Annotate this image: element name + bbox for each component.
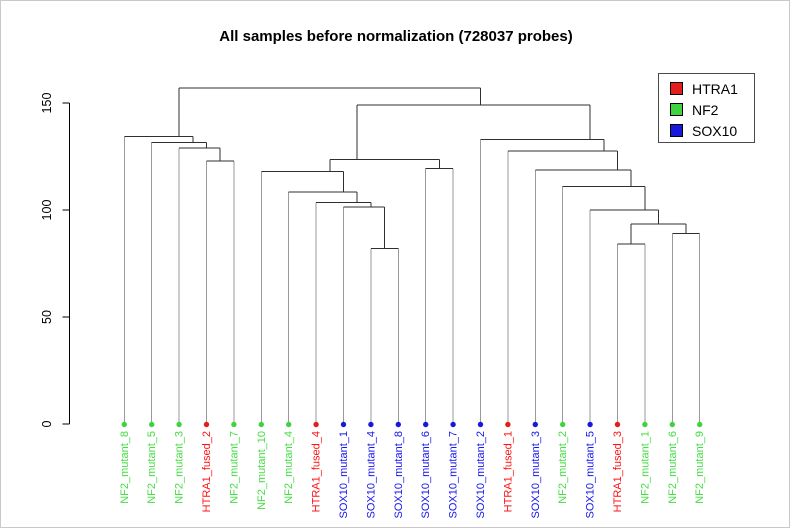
y-axis-tick-label: 100 bbox=[40, 200, 54, 221]
y-axis-tick-label: 50 bbox=[40, 310, 54, 324]
leaf-dot bbox=[614, 421, 621, 428]
legend-swatch-nf2 bbox=[670, 103, 683, 116]
leaf-dot bbox=[231, 421, 237, 428]
legend-item-sox10: SOX10 bbox=[659, 120, 754, 141]
legend-item-htra1: HTRA1 bbox=[659, 78, 754, 99]
leaf-label: NF2_mutant_8 bbox=[119, 431, 131, 504]
leaf-dot bbox=[450, 421, 456, 428]
leaf-label: SOX10_mutant_8 bbox=[393, 431, 405, 518]
leaf-dot bbox=[286, 421, 292, 428]
leaf-dot bbox=[395, 421, 401, 428]
leaf-dot bbox=[176, 421, 182, 428]
leaf-label: SOX10_mutant_3 bbox=[530, 431, 542, 518]
leaf-label: SOX10_mutant_7 bbox=[448, 431, 460, 518]
legend-item-nf2: NF2 bbox=[659, 99, 754, 120]
leaf-dot bbox=[697, 421, 703, 428]
page-title: All samples before normalization (728037… bbox=[219, 28, 573, 45]
leaf-label: SOX10_mutant_2 bbox=[475, 431, 487, 518]
leaf-dot bbox=[669, 421, 675, 428]
leaf-label: NF2_mutant_2 bbox=[557, 431, 569, 504]
leaf-dot bbox=[423, 421, 429, 428]
leaf-label: NF2_mutant_1 bbox=[639, 431, 651, 504]
leaf-label: NF2_mutant_3 bbox=[174, 431, 186, 504]
legend-label: NF2 bbox=[692, 101, 719, 118]
leaf-label: SOX10_mutant_5 bbox=[585, 431, 597, 518]
y-axis-tick-label: 150 bbox=[40, 93, 54, 114]
legend-swatch-sox10 bbox=[670, 124, 683, 137]
legend: HTRA1 NF2 SOX10 bbox=[658, 73, 755, 143]
leaf-label: SOX10_mutant_6 bbox=[420, 431, 432, 518]
leaf-dot bbox=[340, 421, 347, 428]
legend-label: HTRA1 bbox=[692, 80, 738, 97]
leaf-dot bbox=[203, 421, 210, 428]
leaf-dot bbox=[532, 421, 538, 428]
legend-swatch-htra1 bbox=[670, 82, 683, 95]
leaf-label: NF2_mutant_5 bbox=[146, 431, 158, 504]
leaf-label: NF2_mutant_4 bbox=[283, 431, 295, 504]
leaf-dot bbox=[560, 421, 566, 428]
leaf-label: NF2_mutant_9 bbox=[694, 431, 706, 504]
leaf-label: HTRA1_fused_4 bbox=[311, 431, 323, 512]
leaf-label: NF2_mutant_10 bbox=[256, 431, 268, 510]
y-axis-tick-label: 0 bbox=[40, 420, 54, 427]
leaf-dot bbox=[368, 421, 374, 428]
leaf-label: NF2_mutant_6 bbox=[667, 431, 679, 504]
leaf-label: HTRA1_fused_1 bbox=[502, 431, 514, 512]
leaf-dot bbox=[642, 421, 648, 428]
leaf-label: HTRA1_fused_2 bbox=[201, 431, 213, 512]
leaf-dot bbox=[505, 421, 511, 428]
leaf-dot bbox=[149, 421, 155, 428]
leaf-dot bbox=[313, 421, 319, 428]
leaf-label: NF2_mutant_7 bbox=[228, 431, 240, 504]
legend-label: SOX10 bbox=[692, 122, 738, 139]
leaf-label: HTRA1_fused_3 bbox=[612, 431, 624, 512]
leaf-label: SOX10_mutant_4 bbox=[365, 431, 377, 518]
leaf-label: SOX10_mutant_1 bbox=[338, 431, 350, 518]
leaf-dot bbox=[587, 421, 593, 428]
leaf-dot bbox=[121, 421, 128, 428]
leaf-dot bbox=[477, 421, 484, 428]
leaf-dot bbox=[258, 421, 264, 428]
